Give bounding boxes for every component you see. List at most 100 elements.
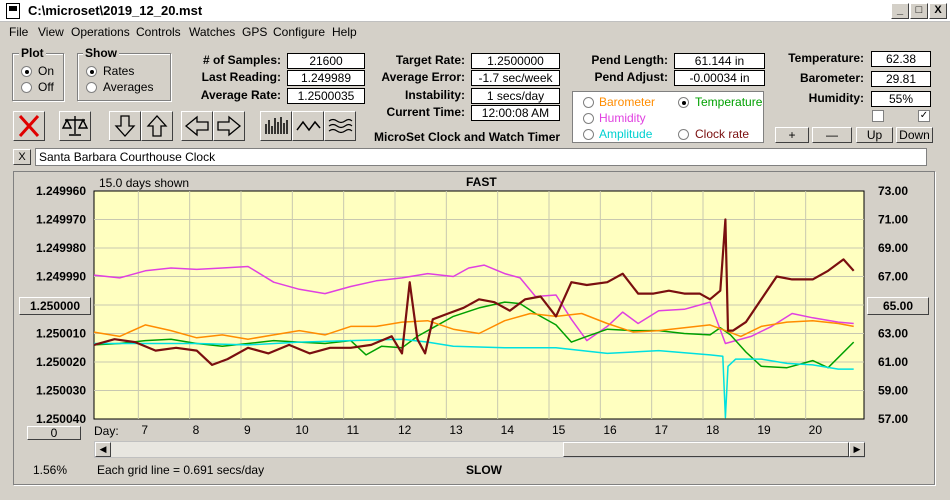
instability-field: 1 secs/day	[471, 88, 560, 104]
menu-operations[interactable]: Operations	[71, 25, 130, 39]
right-tick-label: 69.00	[878, 241, 908, 255]
scroll-left-button[interactable]	[181, 111, 213, 141]
show-rates-radio[interactable]	[86, 66, 97, 77]
clock-rate-option: Clock rate	[695, 127, 750, 141]
chart-panel	[13, 171, 935, 485]
menu-controls[interactable]: Controls	[136, 25, 181, 39]
minus-button[interactable]: —	[812, 127, 852, 143]
barometer-radio[interactable]	[583, 97, 594, 108]
bar-view-button[interactable]	[260, 111, 292, 141]
maximize-button[interactable]: □	[910, 3, 928, 19]
menu-help[interactable]: Help	[332, 25, 357, 39]
x-tick-label: 16	[603, 423, 617, 437]
clock-name-field[interactable]: Santa Barbara Courthouse Clock	[35, 148, 927, 166]
x-tick-label: 11	[347, 423, 360, 437]
target-rate-label: Target Rate:	[395, 53, 465, 67]
x-tick-label: 20	[809, 423, 823, 437]
humidity-label: Humidity:	[808, 91, 864, 105]
wave-icon	[296, 120, 321, 132]
zero-button[interactable]: 0	[27, 426, 81, 440]
arrow-left-icon	[184, 115, 209, 137]
left-tick-label: 1.250040	[36, 412, 86, 426]
balance-button[interactable]	[59, 111, 91, 141]
clear-clock-button[interactable]: X	[13, 149, 31, 165]
menu-configure[interactable]: Configure	[273, 25, 326, 39]
last-reading-label: Last Reading:	[201, 70, 281, 84]
instability-label: Instability:	[404, 88, 465, 102]
close-button[interactable]: X	[929, 3, 947, 19]
arrow-down-icon	[114, 115, 136, 137]
x-tick-label: 13	[449, 423, 463, 437]
series-layer	[93, 218, 855, 419]
plot-on-radio[interactable]	[21, 66, 32, 77]
x-tick-label: 14	[501, 423, 515, 437]
x-axis: 7 8 9 10 11 12 13 14 15 16 17 18 19 20	[141, 423, 822, 437]
series-line-clock-rate	[93, 218, 855, 366]
amplitude-option: Amplitude	[599, 127, 653, 141]
temperature-radio[interactable]	[678, 97, 689, 108]
option-checkbox-1[interactable]	[872, 110, 884, 122]
right-tick-label: 67.00	[878, 270, 908, 284]
menu-gps[interactable]: GPS	[242, 25, 268, 39]
right-tick-label: 61.00	[878, 355, 908, 369]
scroll-left-arrow[interactable]: ◀	[95, 442, 111, 457]
stop-button[interactable]	[13, 111, 45, 141]
line-view-button[interactable]	[292, 111, 324, 141]
menu-bar: File View Operations Controls Watches GP…	[0, 22, 950, 42]
scroll-thumb[interactable]	[563, 442, 849, 457]
scroll-down-button[interactable]	[109, 111, 141, 141]
temperature-field: 62.38	[871, 51, 931, 67]
left-tick-label: 1.250030	[36, 384, 86, 398]
show-rates-label: Rates	[103, 64, 135, 78]
menu-watches[interactable]: Watches	[189, 25, 236, 39]
option-checkbox-2[interactable]: ✓	[918, 110, 930, 122]
plot-group-title: Plot	[19, 46, 46, 60]
slow-label: SLOW	[466, 463, 502, 477]
right-tick-label: 57.00	[878, 412, 908, 426]
scroll-right-arrow[interactable]: ▶	[849, 442, 865, 457]
menu-view[interactable]: View	[38, 25, 64, 39]
left-tick-label: 1.250020	[36, 355, 86, 369]
multi-wave-icon	[328, 118, 353, 134]
amplitude-radio[interactable]	[583, 129, 594, 140]
left-tick-label: 1.250010	[36, 327, 86, 341]
x-icon	[18, 114, 40, 138]
center-value-button[interactable]: 65.00	[867, 297, 929, 315]
average-rate-field: 1.2500035	[287, 88, 365, 104]
fast-label: FAST	[466, 175, 497, 189]
minimize-button[interactable]: _	[891, 3, 909, 19]
average-error-field: -1.7 sec/week	[471, 70, 560, 86]
arrow-right-icon	[217, 115, 242, 137]
x-tick-label: 19	[757, 423, 771, 437]
plot-off-radio[interactable]	[21, 82, 32, 93]
up-button[interactable]: Up	[856, 127, 893, 143]
plot-off-label: Off	[38, 80, 54, 94]
smooth-view-button[interactable]	[324, 111, 356, 141]
temperature-option: Temperature	[695, 95, 763, 109]
plus-button[interactable]: +	[775, 127, 809, 143]
current-time-label: Current Time:	[386, 105, 465, 119]
percent-label: 1.56%	[33, 463, 68, 477]
clock-rate-radio[interactable]	[678, 129, 689, 140]
down-button[interactable]: Down	[896, 127, 933, 143]
scroll-right-button[interactable]	[213, 111, 245, 141]
app-icon	[6, 3, 20, 19]
title-bar: C:\microset\2019_12_20.mst _ □ X	[0, 0, 950, 22]
last-reading-field: 1.249989	[287, 70, 365, 86]
series-line-barometer	[93, 312, 854, 340]
show-averages-radio[interactable]	[86, 82, 97, 93]
humidity-radio[interactable]	[583, 113, 594, 124]
menu-file[interactable]: File	[9, 25, 29, 39]
samples-field: 21600	[287, 53, 365, 69]
left-tick-label: 1.249970	[36, 213, 86, 227]
pend-length-field: 61.144 in	[674, 53, 765, 69]
center-rate-button[interactable]: 1.250000	[19, 297, 91, 315]
samples-label: # of Samples:	[202, 53, 281, 67]
left-tick-label: 1.249960	[36, 184, 86, 198]
scroll-up-button[interactable]	[141, 111, 173, 141]
pend-adjust-field: -0.00034 in	[674, 70, 765, 86]
balance-icon	[61, 116, 89, 136]
target-rate-field[interactable]: 1.2500000	[471, 53, 560, 69]
horizontal-scrollbar[interactable]: ◀ ▶	[94, 441, 865, 458]
